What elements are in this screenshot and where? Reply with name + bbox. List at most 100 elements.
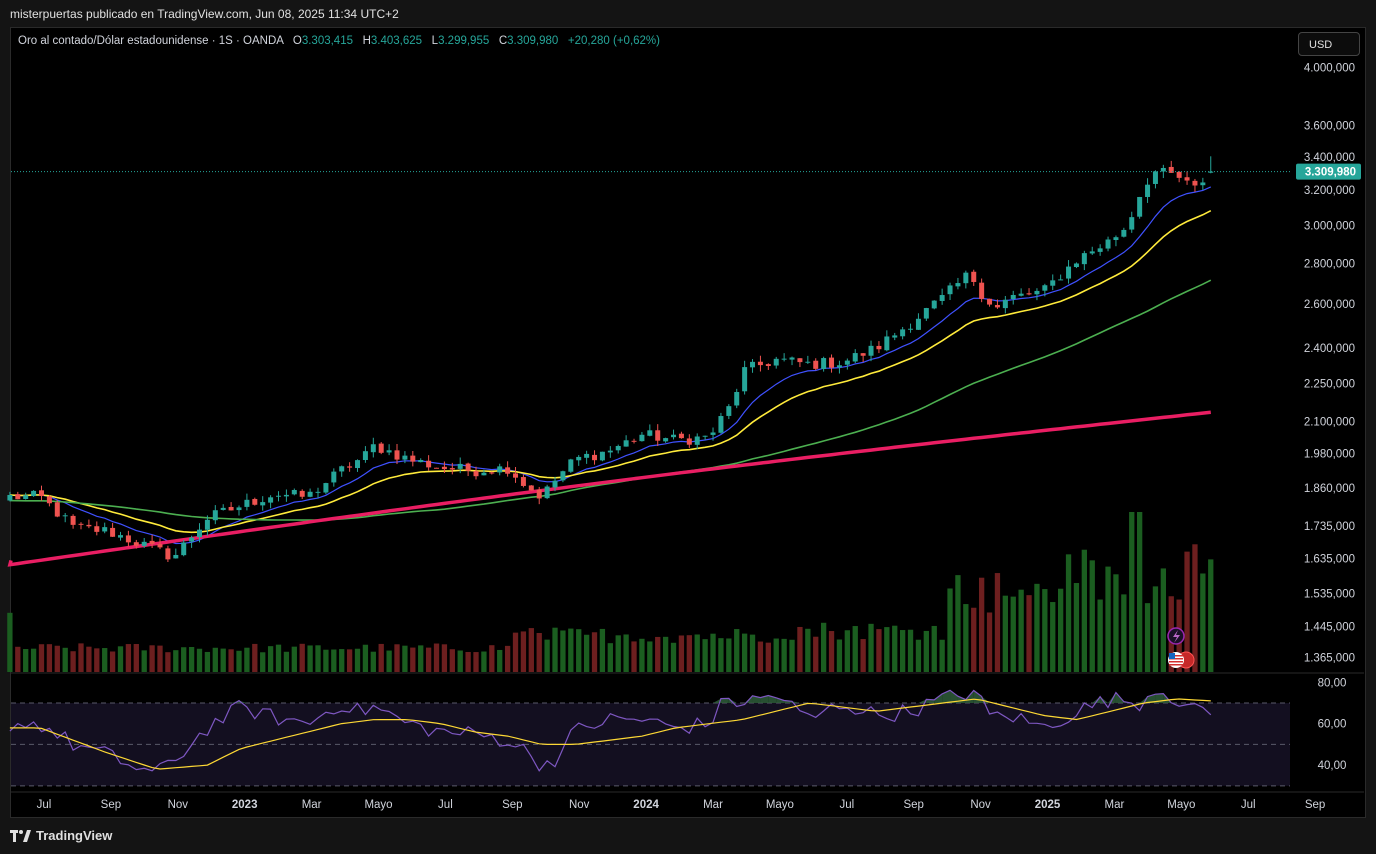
volume-bar	[418, 645, 424, 672]
time-tick-label: Mayo	[364, 799, 392, 811]
volume-bar	[765, 642, 771, 672]
volume-bar	[1200, 573, 1206, 672]
candle-body	[378, 443, 384, 453]
candle-body	[339, 466, 345, 472]
chart-frame[interactable]	[10, 27, 1366, 818]
candle-body	[789, 357, 795, 360]
price-tick-label: 3.200,000	[1304, 185, 1355, 197]
rsi-overbought-fill	[792, 701, 800, 703]
candle-body	[576, 456, 582, 461]
candle-body	[797, 358, 803, 363]
low-value: 3.299,955	[438, 35, 490, 47]
candle-body	[663, 438, 669, 442]
candle-body	[868, 345, 874, 356]
volume-bar	[1034, 583, 1040, 672]
volume-bar	[481, 651, 487, 672]
rsi-overbought-fill	[1139, 696, 1148, 703]
volume-bar	[117, 646, 124, 672]
candle-body	[536, 489, 542, 499]
candle-body	[750, 361, 756, 368]
price-tick-label: 3.400,000	[1304, 152, 1355, 164]
price-tick-label: 1.980,000	[1304, 449, 1355, 461]
candle-body	[1066, 266, 1072, 279]
volume-bar	[631, 641, 637, 672]
volume-bar	[528, 628, 534, 672]
candle-body	[141, 541, 147, 546]
volume-bar	[307, 645, 313, 672]
candle-body	[1192, 180, 1198, 186]
price-tick-label: 1.365,000	[1304, 653, 1355, 665]
volume-bar	[710, 633, 716, 672]
volume-bar	[1121, 594, 1127, 672]
time-tick-label: Nov	[569, 799, 590, 811]
volume-bar	[662, 636, 669, 672]
volume-bar	[141, 650, 147, 672]
candle-body	[62, 515, 68, 517]
time-tick-label: Jul	[839, 799, 854, 811]
candle-body	[355, 460, 361, 469]
candle-body	[1168, 166, 1174, 173]
candle-body	[844, 360, 850, 365]
candle-body	[813, 360, 819, 369]
candle-body	[584, 453, 590, 458]
sma-slow-line	[9, 279, 1212, 521]
volume-bar	[275, 644, 282, 672]
volume-bar	[1192, 544, 1198, 672]
candle-body	[852, 353, 858, 362]
candle-body	[805, 361, 811, 363]
volume-bar	[433, 643, 440, 672]
volume-bar	[331, 649, 337, 672]
candle-body	[647, 430, 653, 436]
footer-brand[interactable]: TradingView	[10, 828, 112, 843]
price-tick-label: 3.600,000	[1304, 121, 1355, 133]
volume-bar	[686, 635, 692, 672]
currency-button[interactable]: USD	[1298, 32, 1360, 56]
candle-body	[149, 540, 155, 544]
candle-body	[86, 524, 92, 527]
candle-body	[955, 283, 961, 287]
volume-bar	[410, 647, 416, 672]
candle-body	[994, 304, 1000, 308]
volume-bar	[78, 643, 84, 672]
price-tick-label: 1.635,000	[1304, 554, 1355, 566]
volume-bar	[402, 645, 408, 672]
last-price-tag-label: 3.309,980	[1305, 167, 1356, 179]
volume-bar	[915, 639, 922, 672]
candle-body	[710, 432, 716, 435]
volume-bar	[323, 649, 329, 672]
candle-body	[900, 329, 906, 337]
volume-bar	[30, 648, 37, 672]
volume-bar	[884, 627, 890, 672]
volume-bar	[820, 622, 827, 672]
candle-body	[31, 490, 37, 497]
volume-bar	[62, 647, 68, 672]
time-tick-label: Mayo	[766, 799, 794, 811]
rsi-ma-line	[9, 698, 1211, 770]
candle-body	[38, 490, 44, 497]
us-flag-icon	[1168, 651, 1195, 669]
volume-bar	[615, 635, 621, 672]
candle-body	[118, 535, 124, 538]
alert-icon-bolt	[1173, 630, 1180, 643]
candle-body	[639, 434, 645, 442]
candle-body	[821, 358, 827, 370]
symbol-label[interactable]: Oro al contado/Dólar estadounidense · 1S…	[18, 35, 284, 47]
volume-bar	[923, 630, 929, 672]
volume-bar	[694, 634, 700, 672]
sma-200-line	[7, 410, 1211, 567]
volume-bar	[354, 648, 361, 672]
candle-body	[939, 295, 945, 301]
candle-body	[1105, 239, 1111, 249]
volume-bar	[204, 651, 211, 672]
volume-bar	[836, 639, 843, 672]
volume-bar	[868, 623, 874, 672]
volume-bar	[852, 626, 858, 672]
candle-body	[1160, 167, 1166, 172]
volume-bar	[520, 631, 527, 672]
price-tick-label: 2.400,000	[1304, 343, 1355, 355]
volume-bar	[860, 639, 866, 672]
volume-bar	[1018, 589, 1024, 672]
us-flag-stripe	[1169, 655, 1183, 657]
tradingview-logo-icon	[10, 829, 31, 842]
